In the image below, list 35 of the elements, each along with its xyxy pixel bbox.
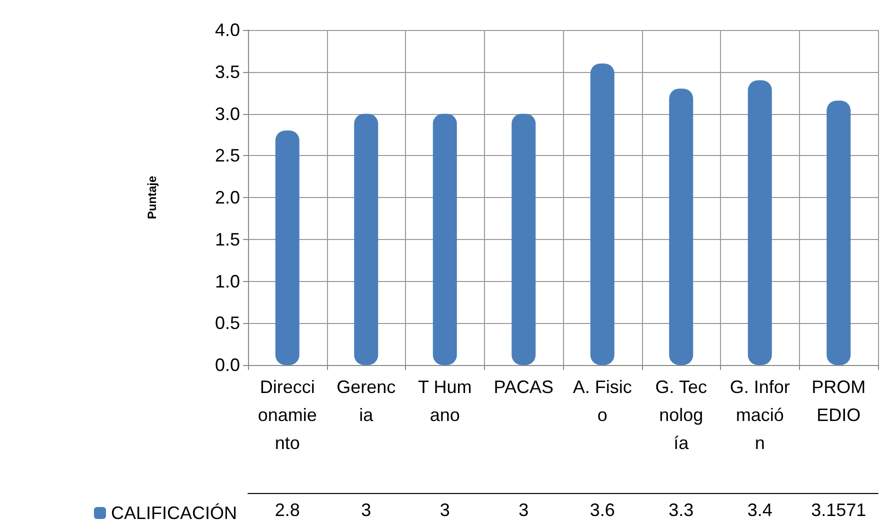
- y-tick-label: 2.0: [214, 188, 240, 208]
- x-tick-label: T Humano: [418, 377, 472, 425]
- data-label: 2.8: [274, 500, 300, 520]
- bar: [275, 130, 300, 365]
- x-tick-label: G. Tecnología: [655, 377, 707, 453]
- bar: [432, 114, 457, 365]
- bar: [669, 88, 694, 365]
- data-label: 3: [518, 500, 529, 520]
- y-tick-label: 3.5: [214, 62, 240, 82]
- bar: [826, 100, 851, 365]
- data-label: 3: [440, 500, 450, 520]
- y-tick-label: 0.5: [214, 313, 240, 334]
- x-tick-label: Direccionamiento: [258, 377, 317, 453]
- x-tick-label: PACAS: [494, 377, 554, 397]
- data-label: 3: [361, 500, 372, 520]
- data-label: 3.1571: [811, 500, 866, 520]
- bar: [590, 64, 614, 365]
- x-tick-label: Gerencia: [336, 377, 396, 425]
- y-tick-label: 3.0: [214, 104, 240, 124]
- x-tick-label: A. Fisico: [572, 377, 632, 425]
- data-label: 3.4: [747, 500, 772, 520]
- x-tick-label: G. Información: [730, 377, 790, 453]
- y-tick-label: 1.5: [214, 229, 240, 250]
- bar: [354, 114, 378, 365]
- y-tick-label: 4.0: [214, 20, 240, 40]
- y-tick-label: 1.0: [214, 271, 240, 292]
- x-tick-label: PROMEDIO: [812, 377, 866, 425]
- data-label: 3.3: [668, 500, 694, 520]
- legend-label: CALIFICACIÓN: [110, 503, 238, 523]
- data-label: 3.6: [590, 500, 615, 520]
- y-axis-title: Puntaje: [145, 176, 159, 220]
- y-tick-label: 0.0: [214, 355, 240, 375]
- y-tick-label: 2.5: [214, 146, 240, 166]
- bar: [512, 114, 536, 365]
- bar: [748, 80, 772, 365]
